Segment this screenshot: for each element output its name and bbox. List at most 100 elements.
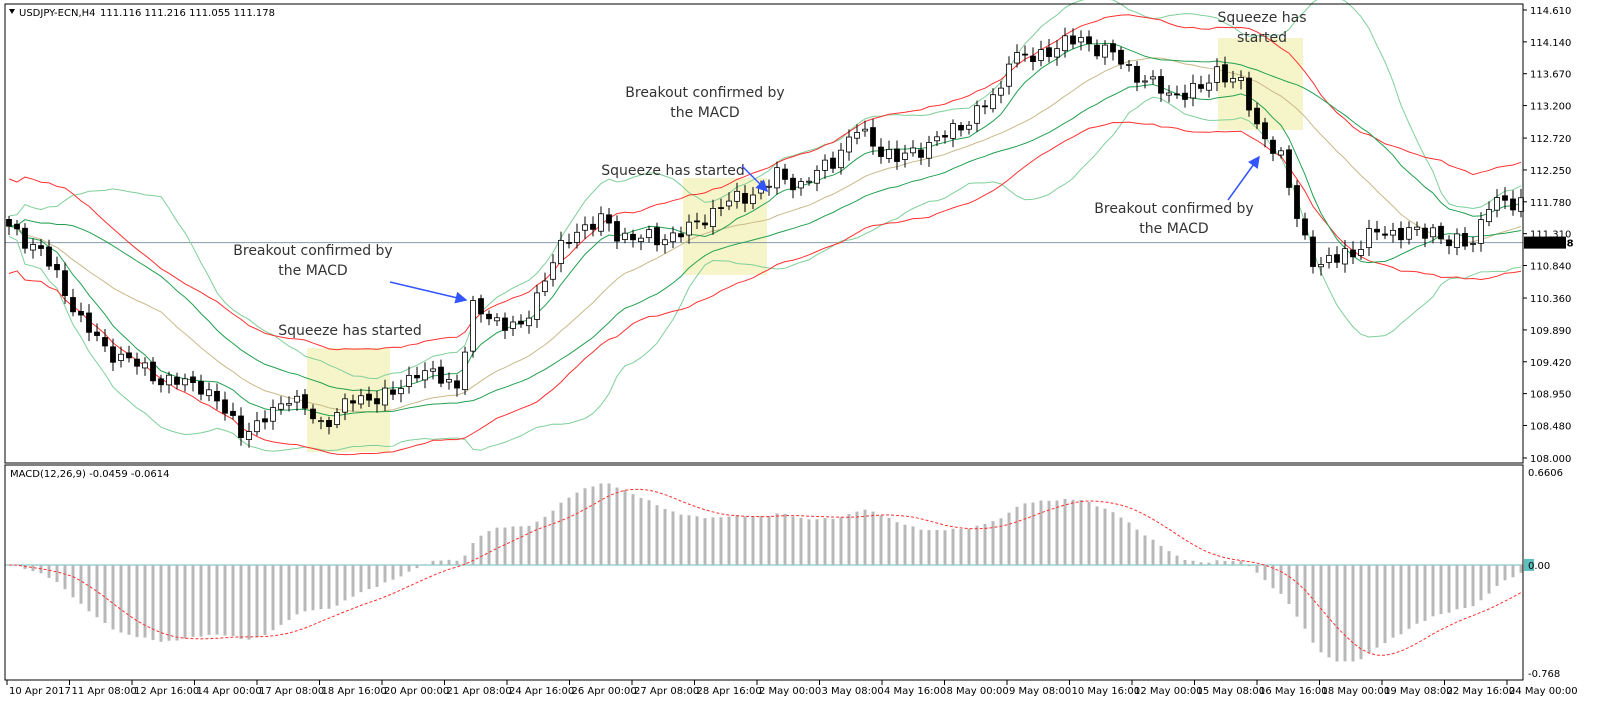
bull-candle: [807, 181, 812, 182]
macd-histogram-bar: [1384, 565, 1387, 643]
bull-candle: [247, 432, 252, 440]
bear-candle: [215, 391, 220, 401]
bull-candle: [119, 354, 124, 360]
annotation-text: Squeeze has started: [601, 163, 745, 179]
bear-candle: [1383, 234, 1388, 235]
price-tick-label: 110.840: [1530, 262, 1571, 273]
macd-histogram-bar: [296, 565, 299, 614]
bear-candle: [23, 228, 28, 248]
macd-histogram-bar: [672, 511, 675, 565]
bear-candle: [895, 149, 900, 162]
bear-candle: [1503, 196, 1508, 201]
bull-candle: [431, 369, 436, 371]
bull-candle: [295, 396, 300, 402]
bull-candle: [839, 150, 844, 168]
macd-histogram-bar: [632, 494, 635, 565]
bull-candle: [727, 201, 732, 206]
macd-histogram-bar: [352, 565, 355, 597]
macd-histogram-bar: [256, 565, 259, 638]
bull-candle: [1495, 198, 1500, 211]
macd-histogram-bar: [320, 565, 323, 609]
macd-histogram-bar: [1408, 565, 1411, 629]
macd-histogram-bar: [104, 565, 107, 623]
bull-candle: [1479, 220, 1484, 244]
macd-histogram-bar: [64, 565, 67, 589]
bull-candle: [1415, 227, 1420, 229]
bear-candle: [455, 381, 460, 388]
macd-histogram-bar: [960, 529, 963, 565]
macd-histogram-bar: [416, 565, 419, 568]
bear-candle: [1255, 108, 1260, 124]
macd-histogram-bar: [1488, 565, 1491, 594]
macd-histogram-bar: [720, 517, 723, 565]
macd-histogram-bar: [536, 522, 539, 565]
bear-candle: [1071, 36, 1076, 44]
bull-candle: [1327, 255, 1332, 262]
macd-histogram-bar: [1392, 565, 1395, 638]
macd-histogram-bar: [1312, 565, 1315, 643]
bear-candle: [719, 208, 724, 209]
bull-candle: [495, 318, 500, 321]
bull-candle: [967, 125, 972, 129]
macd-histogram-bar: [1416, 565, 1419, 624]
macd-histogram-bar: [136, 565, 139, 637]
bull-candle: [1239, 77, 1244, 80]
macd-histogram-bar: [368, 565, 371, 589]
bull-candle: [1191, 83, 1196, 98]
bear-candle: [175, 377, 180, 384]
bull-candle: [903, 153, 908, 159]
macd-histogram-bar: [1512, 565, 1515, 577]
macd-histogram-bar: [808, 519, 811, 565]
time-tick-label: 26 Apr 00:00: [572, 686, 637, 697]
bear-candle: [111, 347, 116, 362]
macd-histogram-bar: [1336, 565, 1339, 662]
macd-histogram-bar: [776, 513, 779, 565]
bull-candle: [663, 240, 668, 245]
macd-histogram-bar: [1032, 502, 1035, 564]
time-tick-label: 14 Apr 00:00: [197, 686, 262, 697]
macd-histogram-bar: [616, 488, 619, 565]
bear-candle: [1175, 94, 1180, 95]
macd-histogram-bar: [488, 531, 491, 565]
macd-histogram-bar: [1000, 518, 1003, 565]
bull-candle: [1487, 209, 1492, 221]
bear-candle: [1031, 56, 1036, 61]
macd-histogram-bar: [1296, 565, 1299, 617]
bull-candle: [335, 413, 340, 425]
bull-candle: [1167, 93, 1172, 95]
annotation-text: started: [1237, 30, 1287, 46]
macd-histogram-bar: [112, 565, 115, 630]
bull-candle: [759, 188, 764, 193]
macd-histogram-bar: [48, 565, 51, 578]
bear-candle: [1439, 226, 1444, 239]
macd-histogram-bar: [1280, 565, 1283, 594]
macd-histogram-bar: [1400, 565, 1403, 634]
bull-candle: [711, 208, 716, 226]
macd-histogram-bar: [360, 565, 363, 592]
macd-histogram-bar: [520, 526, 523, 565]
bear-candle: [919, 150, 924, 157]
macd-histogram-bar: [1080, 500, 1083, 565]
macd-histogram-bar: [200, 565, 203, 637]
bear-candle: [503, 318, 508, 330]
macd-histogram-bar: [1264, 565, 1267, 580]
macd-histogram-bar: [184, 565, 187, 639]
time-tick-label: 8 May 00:00: [947, 686, 1009, 697]
bull-candle: [383, 388, 388, 405]
macd-histogram-bar: [688, 515, 691, 565]
macd-histogram-bar: [1432, 565, 1435, 616]
macd-histogram-bar: [1248, 565, 1251, 566]
macd-histogram-bar: [264, 565, 267, 635]
bull-candle: [31, 244, 36, 250]
bull-candle: [911, 148, 916, 153]
macd-histogram-bar: [1368, 565, 1371, 653]
bull-candle: [543, 281, 548, 292]
macd-histogram-bar: [176, 565, 179, 641]
bear-candle: [7, 219, 12, 226]
macd-histogram-bar: [120, 565, 123, 633]
macd-histogram-bar: [1496, 565, 1499, 586]
macd-histogram-bar: [1152, 540, 1155, 565]
bear-candle: [1135, 66, 1140, 82]
bull-candle: [735, 191, 740, 201]
